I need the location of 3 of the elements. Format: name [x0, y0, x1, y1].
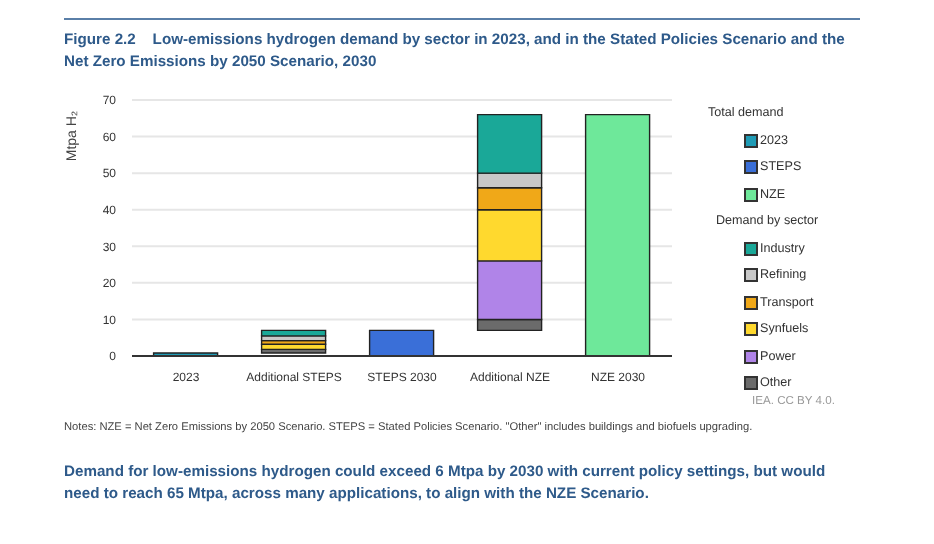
bar [368, 329, 435, 356]
bar [584, 113, 651, 356]
bar [260, 329, 327, 337]
